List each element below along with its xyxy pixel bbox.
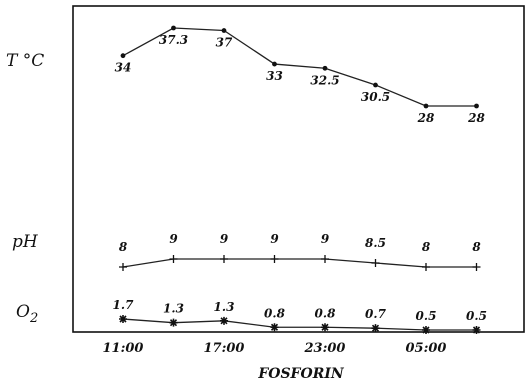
x-tick-label: 05:00 bbox=[406, 341, 447, 356]
series-2-value-label: 0.8 bbox=[315, 306, 337, 320]
x-tick-label: 23:00 bbox=[304, 341, 346, 356]
series-0-point bbox=[373, 82, 378, 88]
series-2-point bbox=[169, 318, 178, 327]
series-2-value-label: 0.7 bbox=[365, 307, 387, 321]
series-2-point bbox=[119, 315, 127, 323]
series-2-value-label: 1.7 bbox=[113, 298, 135, 312]
series-2-value-label: 0.5 bbox=[416, 309, 437, 323]
series-2-point bbox=[371, 324, 380, 333]
series-line-2 bbox=[122, 318, 477, 331]
x-tick-label: 11:00 bbox=[103, 341, 144, 356]
series-1-point bbox=[321, 255, 329, 263]
series-0-point bbox=[171, 25, 176, 31]
series-2-value-label: 1.3 bbox=[163, 302, 184, 316]
series-1-point bbox=[472, 263, 481, 271]
series-2-value-label: 1.3 bbox=[214, 300, 235, 314]
series-1-value-label: 8.5 bbox=[365, 236, 386, 250]
series-2-point bbox=[270, 323, 279, 332]
series-2-value-label: 0.5 bbox=[466, 309, 487, 323]
series-0-point bbox=[272, 61, 277, 67]
series-0-value-label: 30.5 bbox=[361, 90, 390, 104]
plot-frame bbox=[72, 5, 525, 333]
series-line-1 bbox=[122, 258, 477, 268]
series-2-point bbox=[422, 326, 430, 334]
series-0-point bbox=[423, 103, 429, 109]
x-tick-label: 17:00 bbox=[204, 341, 245, 356]
series-1-value-label: 9 bbox=[169, 232, 178, 246]
series-0-value-label: 37.3 bbox=[159, 33, 188, 47]
x-tick-labels: 11:00 17:00 23:00 05:00 bbox=[103, 341, 447, 356]
series-2-point bbox=[220, 316, 228, 325]
series-1-value-label: 8 bbox=[472, 240, 481, 254]
series-0-point bbox=[474, 103, 479, 109]
series-0-value-label: 28 bbox=[467, 111, 485, 125]
series-1-value-label: 8 bbox=[119, 240, 128, 254]
series-0-point bbox=[120, 53, 126, 59]
row-label-ph: pH bbox=[12, 232, 39, 252]
series-1-point bbox=[371, 259, 380, 267]
series-1-value-label: 8 bbox=[422, 240, 431, 254]
series-2-point bbox=[321, 323, 329, 332]
series-1-value-label: 9 bbox=[321, 232, 330, 246]
series-0-point bbox=[221, 28, 227, 33]
series-1-point bbox=[422, 263, 430, 271]
series-0-value-label: 33 bbox=[266, 69, 283, 83]
series-1-point bbox=[270, 255, 279, 263]
series-2-point bbox=[472, 326, 481, 334]
series-0-value-label: 34 bbox=[115, 61, 132, 75]
series-1-point bbox=[119, 263, 127, 271]
series-0-value-label: 32.5 bbox=[310, 73, 339, 87]
series-0-point bbox=[322, 65, 328, 71]
series-0-value-label: 37 bbox=[216, 36, 233, 50]
x-axis-title: FOSFORIN bbox=[257, 366, 345, 382]
series-1-point bbox=[169, 255, 178, 263]
row-label-temperature: T °C bbox=[6, 51, 44, 71]
series-1-value-label: 9 bbox=[220, 232, 229, 246]
series-2-value-label: 0.8 bbox=[264, 306, 286, 320]
series-0-value-label: 28 bbox=[417, 111, 435, 125]
series-layer: 34 37.3 37 33 32.5 30.5 28 28 8 9 9 9 9 8.5 8 8 1.7 1.3 1.… bbox=[113, 25, 487, 334]
series-line-0 bbox=[122, 27, 477, 107]
series-1-value-label: 9 bbox=[270, 232, 279, 246]
series-1-point bbox=[220, 255, 228, 263]
row-label-o2: O2 bbox=[16, 302, 38, 326]
